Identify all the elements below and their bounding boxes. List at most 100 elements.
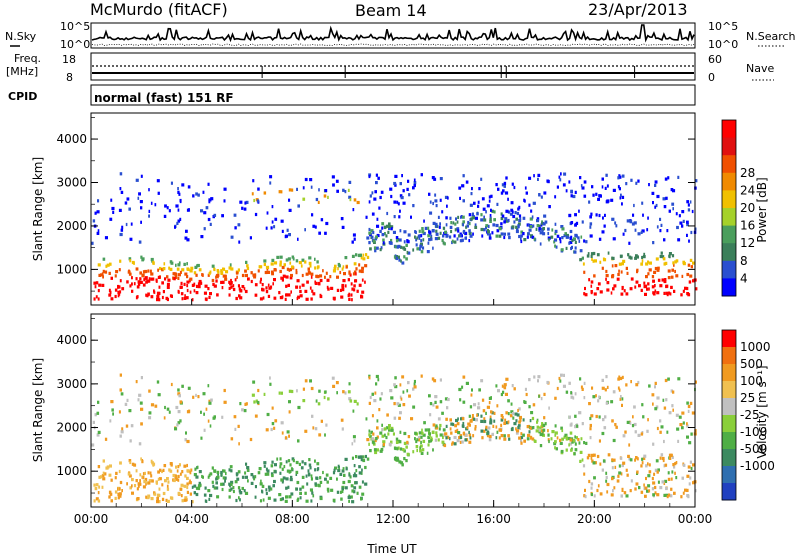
power-echo-cell (339, 270, 342, 275)
nsky-panel: N.Sky 10^5 10^0 10^5 10^0 N.Search (5, 20, 796, 51)
velocity-echo-cell (575, 436, 578, 440)
power-echo-cell (177, 273, 181, 277)
velocity-echo-cell (659, 419, 662, 423)
power-echo-cell (614, 221, 617, 225)
velocity-echo-cell (612, 390, 616, 394)
velocity-echo-cell (365, 454, 367, 459)
velocity-echo-cell (118, 410, 121, 414)
velocity-echo-cell (462, 432, 465, 436)
velocity-echo-cell (170, 463, 173, 467)
velocity-echo-cell (619, 376, 623, 381)
power-echo-cell (605, 274, 609, 278)
power-echo-cell (596, 287, 600, 291)
velocity-echo-cell (109, 464, 112, 468)
velocity-echo-cell (442, 435, 444, 440)
power-echo-cell (372, 239, 376, 243)
velocity-echo-cell (237, 470, 241, 474)
power-echo-cell (93, 297, 96, 301)
colorbar-tick-label: 28 (740, 166, 755, 180)
power-echo-cell (610, 291, 613, 295)
velocity-echo-cell (670, 487, 673, 491)
velocity-echo-cell (416, 448, 418, 453)
power-echo-cell (599, 290, 603, 294)
power-echo-cell (224, 274, 227, 278)
power-echo-cell (560, 248, 564, 252)
power-echo-cell (394, 183, 397, 187)
velocity-echo-cell (559, 379, 562, 383)
velocity-echo-cell (254, 475, 257, 479)
velocity-echo-cell (444, 397, 448, 401)
velocity-echo-cell (676, 427, 680, 431)
power-echo-cell (273, 296, 277, 300)
velocity-echo-cell (391, 426, 394, 430)
velocity-echo-cell (530, 435, 533, 439)
velocity-echo-cell (590, 482, 594, 486)
power-echo-cell (360, 295, 364, 299)
power-echo-cell (238, 294, 241, 298)
velocity-echo-cell (495, 436, 498, 440)
power-echo-cell (689, 274, 693, 278)
power-echo-cell (651, 191, 655, 195)
velocity-echo-cell (437, 417, 441, 421)
power-echo-cell (677, 175, 680, 179)
velocity-echo-cell (118, 469, 121, 474)
velocity-echo-cell (136, 497, 140, 501)
velocity-echo-cell (266, 472, 270, 476)
power-echo-cell (605, 200, 609, 204)
velocity-echo-cell (336, 477, 338, 481)
velocity-echo-cell (669, 494, 673, 498)
power-echo-cell (413, 181, 417, 185)
power-echo-cell (402, 246, 405, 250)
power-echo-cell (456, 220, 459, 224)
power-echo-cell (259, 280, 262, 284)
power-echo-cell (660, 251, 663, 255)
velocity-echo-cell (239, 498, 241, 502)
colorbar-tick-label: 1000 (740, 340, 771, 354)
velocity-echo-cell (147, 471, 150, 475)
power-echo-cell (285, 234, 288, 238)
velocity-echo-cell (647, 462, 649, 466)
power-echo-cell (308, 261, 312, 265)
power-echo-cell (455, 217, 457, 221)
power-echo-cell (212, 282, 215, 286)
power-echo-cell (659, 254, 663, 259)
velocity-echo-cell (200, 410, 202, 414)
velocity-echo-cell (670, 477, 673, 481)
velocity-echo-cell (445, 436, 448, 440)
velocity-echo-cell (604, 415, 607, 419)
power-echo-cell (583, 292, 586, 296)
power-echo-cell (655, 203, 658, 208)
power-echo-cell (288, 293, 291, 297)
power-echo-cell (488, 236, 492, 240)
velocity-echo-cell (462, 421, 465, 426)
velocity-echo-cell (114, 496, 117, 500)
power-echo-cell (574, 190, 577, 194)
velocity-echo-cell (454, 429, 458, 433)
velocity-echo-cell (288, 400, 291, 404)
velocity-echo-cell (682, 491, 685, 495)
velocity-echo-cell (208, 497, 211, 501)
velocity-echo-cell (184, 474, 187, 478)
power-echo-cell (398, 258, 401, 262)
power-echo-cell (583, 180, 587, 184)
power-echo-cell (432, 221, 436, 225)
velocity-echo-cell (351, 456, 354, 460)
colorbar-swatch (722, 415, 736, 433)
velocity-echo-cell (642, 415, 645, 419)
power-echo-cell (175, 204, 179, 208)
velocity-echo-cell (603, 426, 607, 430)
velocity-echo-cell (634, 458, 636, 462)
power-echo-cell (279, 255, 283, 259)
power-echo-cell (161, 268, 164, 272)
velocity-echo-cell (143, 480, 146, 484)
power-echo-cell (573, 237, 576, 241)
power-echo-cell (621, 195, 625, 199)
power-echo-cell (488, 233, 492, 237)
velocity-echo-cell (296, 498, 299, 502)
velocity-echo-cell (548, 439, 550, 444)
velocity-echo-cell (682, 463, 686, 467)
power-echo-cell (443, 242, 446, 246)
velocity-echo-cell (244, 475, 248, 479)
power-echo-cell (654, 284, 656, 288)
power-echo-cell (528, 228, 532, 232)
